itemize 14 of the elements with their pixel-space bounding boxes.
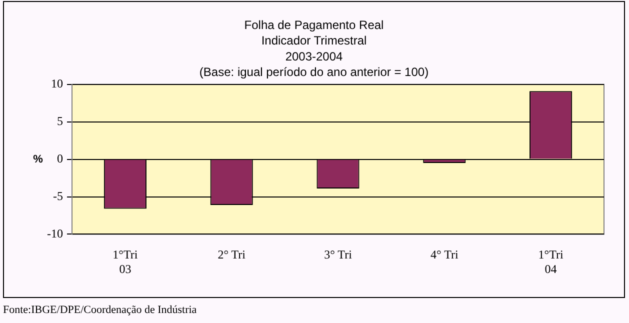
x-tick-label: 4° Tri	[430, 248, 459, 262]
source-note: Fonte:IBGE/DPE/Coordenação de Indústria	[3, 304, 197, 316]
y-tick-label: -5	[53, 188, 63, 203]
x-tick-label: 2° Tri	[218, 248, 246, 262]
x-tick-label: 1°Tri 04	[538, 248, 564, 276]
chart-subtitle: Indicador Trimestral 2003-2004 (Base: igual período do ano anterior = 100)	[199, 34, 429, 79]
y-tick-label: 10	[51, 76, 63, 91]
y-tick-label: 0	[57, 151, 63, 166]
chart-title: Folha de Pagamento Real	[244, 18, 384, 32]
x-tick-label: 1°Tri 03	[112, 248, 138, 276]
x-tick-label: 3° Tri	[324, 248, 353, 262]
y-tick-label: -10	[47, 226, 63, 240]
y-axis-title: %	[33, 153, 44, 166]
y-tick-label: 5	[57, 114, 63, 128]
